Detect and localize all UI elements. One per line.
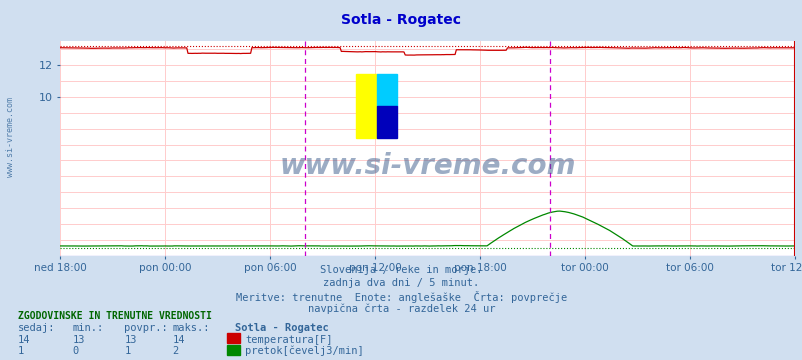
Bar xyxy=(376,105,397,138)
Text: 2: 2 xyxy=(172,346,179,356)
Text: povpr.:: povpr.: xyxy=(124,323,168,333)
Text: Sotla - Rogatec: Sotla - Rogatec xyxy=(235,323,329,333)
Text: pretok[čevelj3/min]: pretok[čevelj3/min] xyxy=(245,346,363,356)
Text: maks.:: maks.: xyxy=(172,323,210,333)
Text: 13: 13 xyxy=(72,335,85,345)
Text: min.:: min.: xyxy=(72,323,103,333)
Text: Slovenija / reke in morje.: Slovenija / reke in morje. xyxy=(320,265,482,275)
Text: www.si-vreme.com: www.si-vreme.com xyxy=(279,152,575,180)
Text: 1: 1 xyxy=(18,346,24,356)
Text: sedaj:: sedaj: xyxy=(18,323,55,333)
Text: Sotla - Rogatec: Sotla - Rogatec xyxy=(341,13,461,27)
Text: 1: 1 xyxy=(124,346,131,356)
Text: 14: 14 xyxy=(18,335,30,345)
Text: ZGODOVINSKE IN TRENUTNE VREDNOSTI: ZGODOVINSKE IN TRENUTNE VREDNOSTI xyxy=(18,311,211,321)
Text: 14: 14 xyxy=(172,335,185,345)
Bar xyxy=(356,73,376,138)
Text: www.si-vreme.com: www.si-vreme.com xyxy=(6,97,15,177)
Bar xyxy=(376,73,397,105)
Text: Meritve: trenutne  Enote: anglešaške  Črta: povprečje: Meritve: trenutne Enote: anglešaške Črta… xyxy=(236,291,566,303)
Text: 13: 13 xyxy=(124,335,137,345)
Text: zadnja dva dni / 5 minut.: zadnja dva dni / 5 minut. xyxy=(323,278,479,288)
Text: navpična črta - razdelek 24 ur: navpična črta - razdelek 24 ur xyxy=(307,303,495,314)
Text: 0: 0 xyxy=(72,346,79,356)
Text: temperatura[F]: temperatura[F] xyxy=(245,335,332,345)
